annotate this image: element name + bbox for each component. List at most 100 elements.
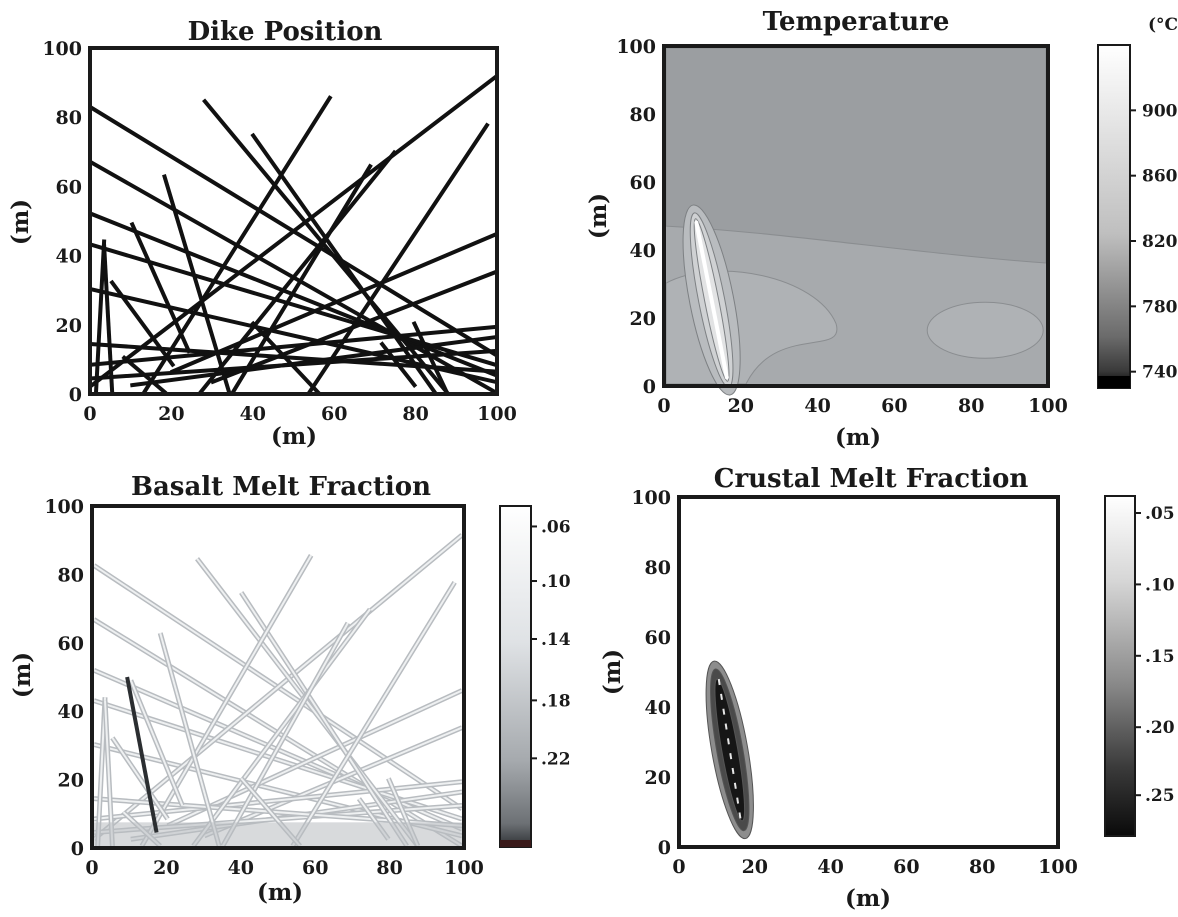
crustal-xtick: 40 bbox=[817, 856, 843, 878]
dike-xlabel: (m) bbox=[271, 423, 317, 450]
temperature-ytick: 20 bbox=[630, 308, 656, 330]
dike-line bbox=[250, 320, 321, 392]
crustal-xtick: 100 bbox=[1038, 856, 1078, 878]
basalt-dark-dike bbox=[125, 676, 159, 833]
dike-ytick: 80 bbox=[56, 107, 82, 129]
crustal-melt-blob bbox=[714, 678, 746, 822]
temperature-colorbar-ticks: 900 860 820 780 740 bbox=[1130, 101, 1178, 383]
crustal-xtick: 20 bbox=[742, 856, 768, 878]
crustal-colorbar-tick: .05 bbox=[1145, 504, 1175, 524]
crustal-melt-field bbox=[681, 499, 1056, 845]
basalt-melt-trace-core bbox=[221, 622, 349, 846]
temperature-colorbar bbox=[1097, 44, 1131, 389]
basalt-colorbar-tick: .14 bbox=[541, 630, 571, 650]
dike-line bbox=[94, 239, 107, 392]
crustal-melt-panel: Crustal Melt Fraction 0 20 40 60 80 100 0 20 40 6… bbox=[599, 464, 1175, 912]
basalt-ticks: 0 20 40 60 80 100 0 20 40 60 80 100 bbox=[44, 496, 484, 879]
crustal-colorbar-tick: .25 bbox=[1145, 786, 1175, 806]
basalt-xtick: 60 bbox=[302, 857, 328, 879]
dike-line bbox=[92, 325, 495, 367]
dike-ytick: 100 bbox=[42, 38, 82, 60]
temperature-panel: Temperature 0 20 40 60 80 100 0 20 40 60 80 100 (m)… bbox=[585, 7, 1178, 451]
basalt-ytick: 20 bbox=[58, 770, 84, 792]
dike-ytick: 60 bbox=[56, 176, 82, 198]
temperature-colorbar-unit: (°C) bbox=[1148, 15, 1178, 35]
temperature-ytick: 60 bbox=[630, 172, 656, 194]
temperature-title: Temperature bbox=[763, 7, 950, 37]
temperature-colorbar-tick: 740 bbox=[1142, 363, 1178, 383]
dike-line bbox=[121, 354, 168, 392]
basalt-melt-field bbox=[94, 508, 462, 846]
crustal-ytick: 40 bbox=[645, 697, 671, 719]
basalt-melt-trace-core bbox=[196, 558, 419, 846]
dike-line bbox=[142, 95, 333, 392]
crustal-xtick: 60 bbox=[893, 856, 919, 878]
temperature-field bbox=[665, 44, 1047, 396]
crustal-colorbar-tick: .15 bbox=[1145, 647, 1175, 667]
basalt-floor-melt bbox=[94, 822, 462, 846]
basalt-melt-trace-core bbox=[104, 700, 114, 846]
basalt-melt-trace-core bbox=[192, 608, 371, 846]
crustal-plot-frame bbox=[677, 495, 1060, 849]
dike-line bbox=[92, 74, 495, 388]
basalt-ytick: 0 bbox=[71, 838, 84, 860]
basalt-colorbar-max-cap bbox=[500, 840, 531, 847]
dike-xtick: 40 bbox=[240, 403, 266, 425]
basalt-melt-trace-core bbox=[129, 679, 184, 806]
crustal-ytick: 80 bbox=[645, 557, 671, 579]
basalt-colorbar-ticks: .06 .10 .14 .18 .22 bbox=[531, 517, 571, 769]
temperature-xtick: 40 bbox=[804, 395, 830, 417]
crustal-ytick: 0 bbox=[658, 837, 671, 859]
basalt-colorbar-tick: .06 bbox=[541, 517, 571, 537]
crustal-ytick: 100 bbox=[631, 487, 671, 509]
temperature-xlabel: (m) bbox=[835, 424, 881, 451]
temperature-dike-core bbox=[694, 220, 729, 380]
basalt-melt-panel: Basalt Melt Fraction 0 20 40 60 80 100 0 20 40 60… bbox=[9, 472, 571, 906]
dike-ytick: 40 bbox=[56, 246, 82, 268]
basalt-ytick: 80 bbox=[58, 564, 84, 586]
basalt-xtick: 100 bbox=[444, 857, 484, 879]
temperature-colorbar-tick: 780 bbox=[1142, 297, 1178, 317]
basalt-melt-trace-core bbox=[240, 591, 408, 846]
basalt-xlabel: (m) bbox=[257, 879, 303, 906]
dike-line bbox=[307, 122, 490, 392]
basalt-melt-trace-core bbox=[159, 632, 221, 846]
dike-line bbox=[411, 320, 449, 392]
basalt-ylabel: (m) bbox=[9, 652, 36, 698]
basalt-xtick: 20 bbox=[153, 857, 179, 879]
crustal-ylabel: (m) bbox=[599, 649, 626, 695]
dike-line bbox=[250, 132, 437, 392]
crustal-ytick: 20 bbox=[645, 767, 671, 789]
basalt-title: Basalt Melt Fraction bbox=[131, 472, 431, 502]
temperature-xtick: 0 bbox=[657, 395, 670, 417]
dike-line bbox=[379, 341, 418, 388]
dike-line bbox=[202, 98, 450, 392]
dike-ylabel: (m) bbox=[7, 199, 34, 245]
crustal-ytick: 60 bbox=[645, 627, 671, 649]
crustal-colorbar bbox=[1104, 495, 1136, 837]
basalt-ytick: 40 bbox=[58, 701, 84, 723]
basalt-melt-trace-core bbox=[140, 554, 312, 846]
crustal-ticks: 0 20 40 60 80 100 0 20 40 60 80 100 bbox=[631, 487, 1078, 878]
basalt-xtick: 80 bbox=[376, 857, 402, 879]
dike-xtick: 60 bbox=[321, 403, 347, 425]
basalt-colorbar-tick: .10 bbox=[541, 572, 571, 592]
basalt-melt-trace-core bbox=[291, 581, 456, 846]
temperature-xtick: 60 bbox=[881, 395, 907, 417]
temperature-ytick: 40 bbox=[630, 240, 656, 262]
temperature-colorbar-tick: 860 bbox=[1142, 167, 1178, 187]
dike-line bbox=[162, 174, 232, 392]
basalt-xtick: 40 bbox=[228, 857, 254, 879]
temperature-ytick: 80 bbox=[630, 104, 656, 126]
basalt-ytick: 60 bbox=[58, 633, 84, 655]
dike-line bbox=[129, 221, 192, 354]
temperature-ytick: 0 bbox=[643, 376, 656, 398]
temperature-ytick: 100 bbox=[616, 36, 656, 58]
dike-line bbox=[169, 232, 495, 375]
temperature-colorbar-tick: 820 bbox=[1142, 232, 1178, 252]
dike-line bbox=[109, 279, 176, 368]
temperature-plot-frame bbox=[662, 44, 1050, 388]
temperature-xtick: 20 bbox=[728, 395, 754, 417]
dike-plot-frame bbox=[88, 46, 499, 396]
dike-ytick: 20 bbox=[56, 315, 82, 337]
